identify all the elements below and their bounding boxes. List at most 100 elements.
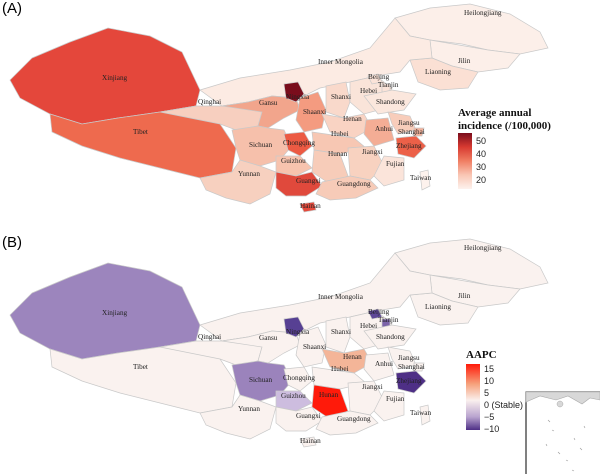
label-sichuan-b: Sichuan <box>249 376 273 384</box>
label-tibet-a: Tibet <box>133 128 148 136</box>
region-gansu-a <box>221 95 301 129</box>
region-shandong-b <box>363 324 417 350</box>
label-gansu-a: Gansu <box>259 99 278 107</box>
panel-b-label: (B) <box>2 234 22 251</box>
region-zhejiang-b <box>395 370 427 394</box>
region-taiwan-b <box>419 404 431 426</box>
region-fujian-b <box>373 390 405 422</box>
label-shaanxi-a: Shaanxi <box>303 108 326 116</box>
label-shandong-b: Shandong <box>376 333 405 341</box>
label-jiangsu-a: Jiangsu <box>398 119 420 127</box>
label-chongqing-b: Chongqing <box>283 374 315 382</box>
region-guangdong-a <box>315 175 379 201</box>
region-tibet-a <box>49 105 237 179</box>
region-hainan-b <box>299 436 317 448</box>
label-zhejiang-b: Zhejiang <box>396 377 422 385</box>
panel-a-label: (A) <box>2 0 22 17</box>
label-shanghai-b: Shanghai <box>398 363 425 371</box>
region-shaanxi-a <box>295 91 327 133</box>
panel-a-legend: Average annual incidence (/100,000) 50 4… <box>458 107 551 189</box>
panel-a-province-labels: Heilongjiang Jilin Liaoning Inner Mongol… <box>102 9 502 210</box>
label-taiwan-a: Taiwan <box>410 174 431 182</box>
label-xinjiang-b: Xinjiang <box>102 309 128 317</box>
label-heilongjiang-a: Heilongjiang <box>464 9 502 17</box>
label-fujian-b: Fujian <box>386 395 405 403</box>
label-fujian-a: Fujian <box>386 160 405 168</box>
region-guizhou-a <box>275 155 313 177</box>
label-zhejiang-a: Zhejiang <box>396 142 422 150</box>
label-yunnan-a: Yunnan <box>238 170 260 178</box>
label-taiwan-b: Taiwan <box>410 409 431 417</box>
label-gansu-b: Gansu <box>259 334 278 342</box>
region-fujian-a <box>373 155 405 187</box>
label-inner-mongolia-a: Inner Mongolia <box>318 58 364 66</box>
label-chongqing-a: Chongqing <box>283 139 315 147</box>
region-shanxi-a <box>325 81 351 119</box>
region-liaoning-b <box>409 292 479 326</box>
region-beijing-b <box>367 308 383 320</box>
label-jiangxi-a: Jiangxi <box>362 148 383 156</box>
label-qinghai-b: Qinghai <box>198 333 221 341</box>
region-guangxi-a <box>275 171 323 197</box>
label-hubei-b: Hubei <box>331 365 349 373</box>
legend-b-colorbar <box>466 364 480 430</box>
legend-b-title: AAPC <box>466 349 497 361</box>
legend-b-tick-0: 0 (Stable) <box>484 400 523 410</box>
label-hunan-b: Hunan <box>319 391 339 399</box>
label-ningxia-a: Ningxia <box>286 93 310 101</box>
region-hainan-a <box>299 201 317 213</box>
legend-b-tick-5: 5 <box>484 388 489 398</box>
region-yunnan-a <box>199 159 277 205</box>
region-shandong-a <box>363 89 417 115</box>
label-beijing-b: Beijing <box>368 308 390 316</box>
inset-coastline <box>525 391 600 405</box>
panel-b-province-labels: Heilongjiang Jilin Liaoning Inner Mongol… <box>102 244 502 445</box>
region-chongqing-b <box>283 366 313 392</box>
label-shaanxi-b: Shaanxi <box>303 343 326 351</box>
region-jiangsu-b <box>387 346 417 370</box>
region-shanghai-b <box>413 362 425 372</box>
region-shaanxi-b <box>295 326 327 368</box>
panel-b-map <box>9 238 549 448</box>
region-tibet-b <box>49 340 237 414</box>
label-liaoning-a: Liaoning <box>425 68 451 76</box>
region-zhejiang-a <box>395 135 427 159</box>
label-inner-mongolia-b: Inner Mongolia <box>318 293 364 301</box>
label-guizhou-a: Guizhou <box>281 157 306 165</box>
region-guangxi-b <box>275 406 323 432</box>
legend-b-tick-10: 10 <box>484 376 494 386</box>
label-xinjiang-a: Xinjiang <box>102 74 128 82</box>
region-liaoning-a <box>409 57 479 91</box>
region-chongqing-a <box>283 131 313 157</box>
region-gansu-b <box>221 330 301 364</box>
south-china-sea-inset <box>525 391 600 474</box>
label-guangdong-b: Guangdong <box>337 415 371 423</box>
label-shandong-a: Shandong <box>376 98 405 106</box>
label-shanxi-b: Shanxi <box>331 328 351 336</box>
label-tianjin-a: Tianjin <box>378 81 399 89</box>
label-jiangxi-b: Jiangxi <box>362 383 383 391</box>
label-guangxi-b: Guangxi <box>296 412 321 420</box>
inset-hainan <box>556 400 564 408</box>
region-anhui-b <box>363 352 395 382</box>
label-hubei-a: Hubei <box>331 130 349 138</box>
label-hebei-b: Hebei <box>360 322 377 330</box>
legend-b-tick-15: 15 <box>484 364 494 374</box>
legend-a-tick-30: 30 <box>476 162 486 172</box>
region-shanxi-b <box>325 316 351 354</box>
legend-b-tick-neg10: −10 <box>484 424 499 434</box>
label-qinghai-a: Qinghai <box>198 98 221 106</box>
label-hainan-a: Hainan <box>300 202 321 210</box>
region-jiangsu-a <box>387 111 417 135</box>
label-jilin-b: Jilin <box>458 292 471 300</box>
label-ningxia-b: Ningxia <box>286 328 310 336</box>
label-henan-b: Henan <box>343 353 362 361</box>
legend-a-title-line1: Average annual <box>458 107 531 119</box>
label-guizhou-b: Guizhou <box>281 392 306 400</box>
label-henan-a: Henan <box>343 115 362 123</box>
region-guangdong-b <box>315 410 379 436</box>
region-beijing-a <box>367 73 383 85</box>
label-tianjin-b: Tianjin <box>378 316 399 324</box>
label-hainan-b: Hainan <box>300 437 321 445</box>
